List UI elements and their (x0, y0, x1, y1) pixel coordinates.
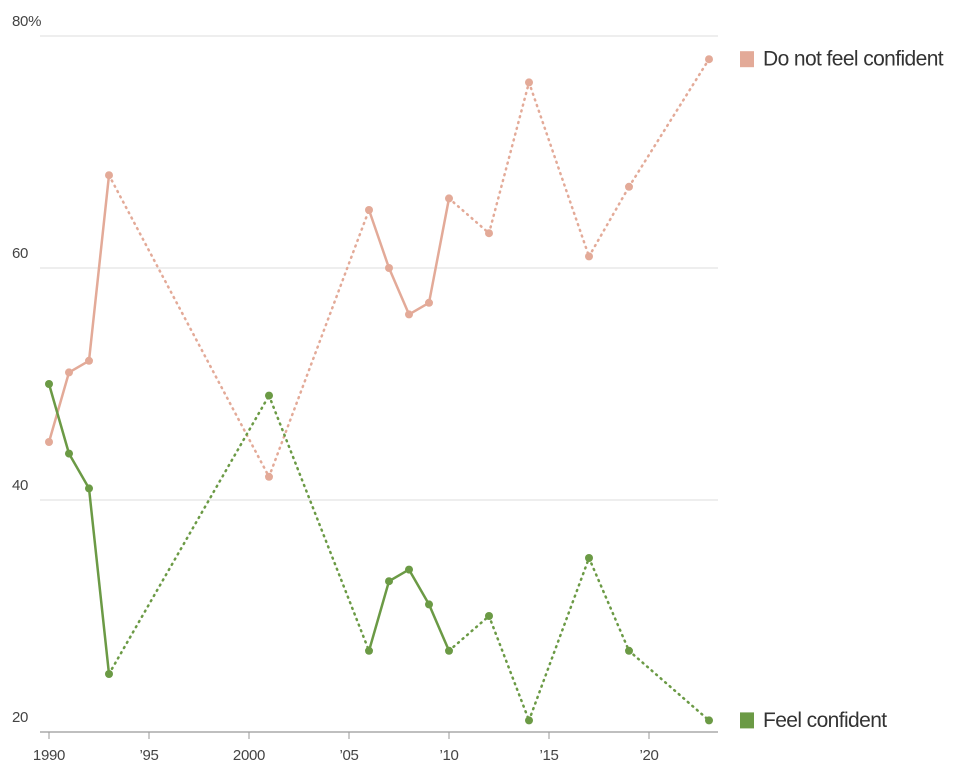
point (525, 78, 533, 87)
line-segment (87, 173, 111, 363)
y-tick-label: 20 (12, 709, 28, 726)
x-tick-label: ’15 (539, 747, 558, 764)
line-segment (367, 208, 391, 270)
line-segment (447, 614, 491, 653)
line-segment (427, 603, 451, 653)
point (85, 356, 93, 365)
y-tick-label: 40 (12, 477, 28, 494)
line-segment (627, 57, 711, 189)
line-segment (387, 266, 411, 316)
point (705, 55, 713, 64)
point (45, 438, 53, 446)
y-tick-label: 60 (12, 245, 28, 262)
legend-label: Feel confident (763, 709, 887, 732)
point (405, 565, 413, 574)
line-segment (47, 382, 71, 455)
line-segment (107, 394, 271, 676)
point (485, 612, 493, 620)
point (385, 577, 393, 586)
line-segment (427, 197, 451, 305)
line-segment (407, 568, 431, 606)
point (365, 646, 373, 655)
legend-swatch (740, 712, 754, 729)
point (625, 182, 633, 191)
point (105, 171, 113, 180)
point (425, 600, 433, 609)
point (265, 391, 273, 400)
point (65, 368, 73, 377)
point (525, 716, 533, 725)
y-tick-label: 80% (12, 13, 41, 30)
point (705, 716, 713, 725)
x-tick-label: ’20 (639, 747, 658, 764)
line-segment (367, 579, 391, 653)
x-tick-label: 1990 (33, 747, 65, 764)
line-segment (527, 556, 591, 722)
point (405, 310, 413, 319)
line-segment (107, 173, 271, 479)
point (105, 670, 113, 678)
line-segment (527, 81, 591, 258)
x-tick-label: ’95 (139, 747, 158, 764)
point (265, 472, 273, 481)
point (585, 554, 593, 562)
point (85, 484, 93, 493)
point (585, 252, 593, 261)
x-tick-label: ’10 (439, 747, 458, 764)
point (385, 264, 393, 272)
line-segment (487, 81, 531, 235)
line-segment (267, 394, 371, 653)
x-tick-label: 2000 (233, 747, 265, 764)
line-segment (487, 614, 531, 722)
point (485, 229, 493, 238)
line-segment (47, 371, 71, 444)
legend-swatch (740, 51, 754, 68)
point (365, 206, 373, 214)
point (65, 449, 73, 458)
point (425, 298, 433, 307)
point (445, 646, 453, 655)
line-segment (587, 556, 631, 653)
line-segment (627, 649, 711, 722)
line-segment (267, 208, 371, 479)
line-segment (87, 487, 111, 676)
legend-label: Do not feel confident (763, 48, 944, 71)
line-segment (587, 185, 631, 258)
line-segment (67, 452, 91, 490)
line-segment (447, 197, 491, 235)
point (625, 646, 633, 655)
point (445, 194, 453, 203)
point (45, 380, 53, 388)
x-tick-label: ’05 (339, 747, 358, 764)
